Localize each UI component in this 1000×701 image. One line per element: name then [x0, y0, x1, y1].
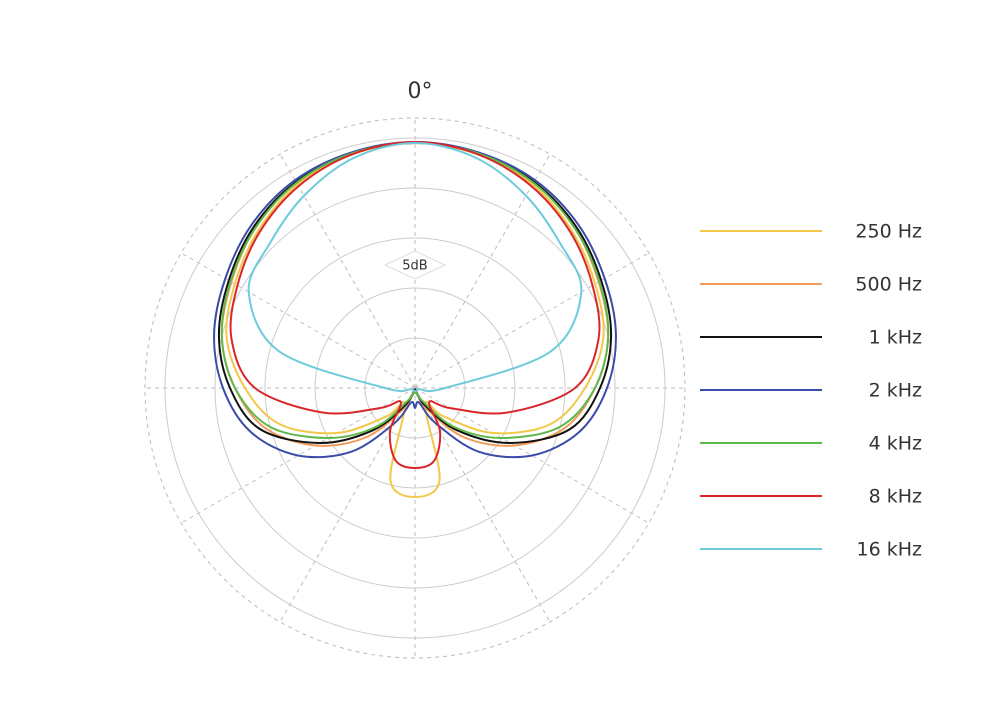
angle-grid-line	[279, 387, 416, 623]
legend-label: 250 Hz	[855, 221, 922, 243]
angle-grid-line	[180, 252, 416, 389]
legend-label: 16 kHz	[857, 539, 923, 561]
legend-label: 8 kHz	[869, 486, 922, 508]
angle-grid-line	[414, 153, 551, 389]
legend-label: 500 Hz	[855, 274, 922, 296]
annotation: 5dB	[402, 259, 427, 274]
polar-curve	[220, 141, 610, 440]
legend-label: 4 kHz	[869, 433, 922, 455]
legend-label: 1 kHz	[869, 327, 922, 349]
chart-title: 0°	[408, 79, 433, 104]
angle-grid-line	[180, 387, 416, 524]
polar-curve	[247, 141, 583, 393]
radial-grid-circle	[364, 337, 466, 439]
radial-grid-circle	[214, 187, 616, 589]
polar-curve	[229, 140, 601, 470]
radial-grid-circle	[264, 237, 566, 539]
polar-curve	[225, 141, 605, 499]
angle-grid-line	[279, 153, 416, 389]
radial-grid-circle	[164, 137, 666, 639]
outer-ring	[144, 117, 686, 659]
polar-curve	[213, 140, 617, 459]
radial-grid-circle	[314, 287, 516, 489]
annotation-background	[383, 250, 447, 280]
angle-grid-line	[414, 387, 650, 524]
legend-label: 2 kHz	[869, 380, 922, 402]
angle-grid-line	[414, 387, 551, 623]
angle-grid-line	[414, 252, 650, 389]
